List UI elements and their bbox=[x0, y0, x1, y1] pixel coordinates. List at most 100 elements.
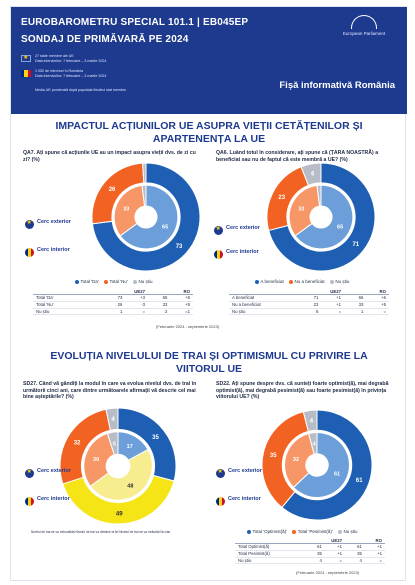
question-qa7: QA7. Ați spune că acțiunile UE au un imp… bbox=[23, 150, 196, 163]
table-row: Nu știu 6 = 1 = bbox=[229, 308, 389, 316]
legend-dot-pesimist bbox=[292, 529, 297, 534]
legend-dot-benefit bbox=[255, 279, 259, 284]
header-banner: EUROBAROMETRU SPECIAL 101.1 | EB045EP SO… bbox=[11, 7, 407, 114]
legend-dot-yes bbox=[75, 279, 79, 284]
sd27-outer-label-3: 4 bbox=[111, 417, 115, 423]
table-qa6: UE27 RO A beneficiat 71 +1 66 +6 Nu a benefic… bbox=[229, 289, 389, 316]
legend-dot-dk3 bbox=[338, 529, 342, 534]
source-note-1: (Februarie 2024 - septembrie 2023) bbox=[156, 324, 220, 329]
inner-ring-label: Cerc interior bbox=[37, 247, 70, 253]
qa7-inner-slice-2 bbox=[141, 184, 147, 207]
sd22-inner-label-0: 61 bbox=[334, 472, 340, 478]
sd27-inner-label-2: 30 bbox=[93, 457, 99, 463]
section1-title-line2: APARTENENȚA LA UE bbox=[152, 133, 266, 145]
sd22-outer-label-0: 61 bbox=[356, 478, 363, 484]
qa6-outer-slice-0 bbox=[268, 162, 376, 272]
qa7-inner-slice-0 bbox=[119, 184, 179, 250]
inner-ring-label-right: Cerc interior bbox=[226, 249, 259, 255]
logo-caption: European Parliament bbox=[342, 31, 386, 36]
sd27-inner-slice-2 bbox=[83, 432, 115, 487]
weighting-note: Media UE ponderată după populația fiecăr… bbox=[35, 88, 127, 92]
fieldwork-ro-line2: Data interviurilor: 7 februarie – 3 mart… bbox=[35, 74, 107, 78]
qa7-outer-label-1: 26 bbox=[109, 187, 116, 193]
european-parliament-logo: European Parliament bbox=[333, 15, 395, 39]
table-row: Total 'Da' 73 +3 65 +5 bbox=[33, 294, 193, 302]
parliament-dome-icon bbox=[351, 15, 377, 29]
qa7-outer-slice-0 bbox=[91, 162, 201, 272]
sd22-inner-slice-2 bbox=[308, 432, 318, 455]
table-row: Total Optimist(ă) 61 +1 61 +1 bbox=[235, 543, 385, 551]
source-note-2: (Februarie 2024 - septembrie 2023) bbox=[296, 570, 360, 575]
sd27-outer-slice-1 bbox=[62, 474, 175, 525]
fact-sheet-page: EUROBAROMETRU SPECIAL 101.1 | EB045EP SO… bbox=[10, 6, 407, 581]
sd27-inner-label-1: 48 bbox=[127, 483, 133, 489]
qa7-inner-label-0: 65 bbox=[162, 225, 168, 231]
survey-subtitle: SONDAJ DE PRIMĂVARĂ PE 2024 bbox=[21, 34, 189, 45]
sd22-inner-slice-1 bbox=[284, 432, 315, 489]
qa6-outer-label-1: 23 bbox=[278, 195, 285, 201]
sd27-inner-slice-1 bbox=[89, 448, 153, 501]
legend-dot-no bbox=[104, 279, 108, 284]
table-row: Total 'Nu' 26 -3 33 +5 bbox=[33, 301, 193, 309]
donut-chart-sd27: 35 49 32 4 17 48 30 5 bbox=[59, 407, 177, 525]
donut-chart-qa6: 71 23 6 65 33 bbox=[266, 162, 376, 272]
inner-ring-ro-icon-s2r bbox=[216, 497, 225, 506]
outer-ring-label: Cerc exterior bbox=[37, 219, 71, 225]
outer-ring-eu-icon bbox=[25, 219, 34, 229]
section2-title-line1: EVOLUȚIA NIVELULUI DE TRAI ȘI OPTIMISMUL… bbox=[50, 350, 368, 362]
legend-qa6: A beneficiat Nu a beneficiat Nu știu bbox=[251, 279, 349, 284]
inner-ring-ro-icon-right bbox=[214, 250, 223, 259]
sd27-inner-label-3: 5 bbox=[113, 441, 116, 447]
sd22-outer-label-1: 35 bbox=[270, 453, 277, 459]
outer-ring-eu-icon-s2r bbox=[216, 468, 225, 478]
inner-ring-label-s2: Cerc interior bbox=[37, 496, 70, 502]
outer-ring-label-right: Cerc exterior bbox=[226, 225, 260, 231]
outer-ring-eu-icon-right bbox=[214, 225, 223, 235]
table-row: Total Pesimist(ă) 35 +1 35 +1 bbox=[235, 550, 385, 558]
legend-sd27: Nivelul de trai se va îmbunătăți Nivelul… bbox=[31, 530, 171, 534]
sd22-outer-label-2: 4 bbox=[310, 418, 314, 424]
legend-qa7: Total 'Da' Total 'Nu' Nu știu bbox=[71, 279, 153, 284]
legend-dot-dk2 bbox=[329, 279, 334, 284]
sd27-outer-label-1: 49 bbox=[116, 511, 123, 517]
qa6-inner-slice-1 bbox=[288, 184, 321, 237]
qa6-inner-slice-2 bbox=[316, 184, 322, 207]
qa6-outer-label-2: 6 bbox=[311, 172, 315, 178]
eu-flag-icon bbox=[21, 54, 31, 62]
section2-title-line2: VIITORUL UE bbox=[175, 363, 243, 375]
sd27-outer-label-0: 35 bbox=[152, 435, 159, 441]
legend-dot-optimist bbox=[247, 529, 251, 534]
donut-chart-sd22: 61 35 4 61 32 4 bbox=[261, 409, 373, 521]
qa6-inner-label-0: 65 bbox=[337, 225, 343, 231]
question-sd27: SD27. Când vă gândiți la modul în care v… bbox=[23, 381, 197, 400]
question-qa6: QA6. Luând totul în considerare, ați spu… bbox=[216, 150, 379, 163]
romania-flag-icon bbox=[21, 70, 31, 77]
donut-chart-qa7: 73 26 65 33 bbox=[91, 162, 201, 272]
sd27-inner-label-0: 17 bbox=[127, 444, 133, 450]
table-row: Nu a beneficiat 23 +1 33 +5 bbox=[229, 301, 389, 309]
table-row: A beneficiat 71 +1 66 +6 bbox=[229, 294, 389, 302]
sd27-outer-slice-3 bbox=[105, 407, 119, 431]
table-qa7: UE27 RO Total 'Da' 73 +3 65 +5 Total 'Nu' 26 -3… bbox=[33, 289, 193, 316]
outer-ring-label-s2: Cerc exterior bbox=[37, 468, 71, 474]
question-sd22: SD22. Ați spune despre dvs. că sunteți f… bbox=[216, 381, 389, 400]
fieldwork-ro-line1: 1 052 de interviuri în România bbox=[35, 69, 83, 73]
legend-dot-dk bbox=[133, 279, 137, 284]
sd22-inner-slice-0 bbox=[292, 432, 350, 498]
sd22-outer-slice-2 bbox=[302, 409, 318, 432]
inner-ring-ro-icon-s2 bbox=[25, 497, 34, 506]
qa6-inner-label-1: 33 bbox=[298, 206, 304, 212]
sd27-outer-label-2: 32 bbox=[74, 440, 81, 446]
fieldwork-eu-line2: Data interviurilor: 7 februarie – 3 mart… bbox=[35, 59, 107, 63]
inner-ring-ro-icon bbox=[25, 248, 34, 257]
qa6-inner-slice-0 bbox=[294, 184, 354, 250]
qa7-outer-slice-2 bbox=[142, 162, 147, 184]
qa6-outer-label-0: 71 bbox=[352, 242, 359, 248]
sd22-inner-label-1: 32 bbox=[293, 457, 299, 463]
outer-ring-eu-icon-s2 bbox=[25, 468, 34, 478]
qa7-outer-label-0: 73 bbox=[176, 244, 183, 250]
legend-dot-nobenefit bbox=[289, 279, 294, 284]
inner-ring-label-s2r: Cerc interior bbox=[228, 496, 261, 502]
sd22-inner-label-2: 4 bbox=[313, 441, 317, 447]
fact-sheet-label: Fișă informativă România bbox=[279, 80, 395, 91]
